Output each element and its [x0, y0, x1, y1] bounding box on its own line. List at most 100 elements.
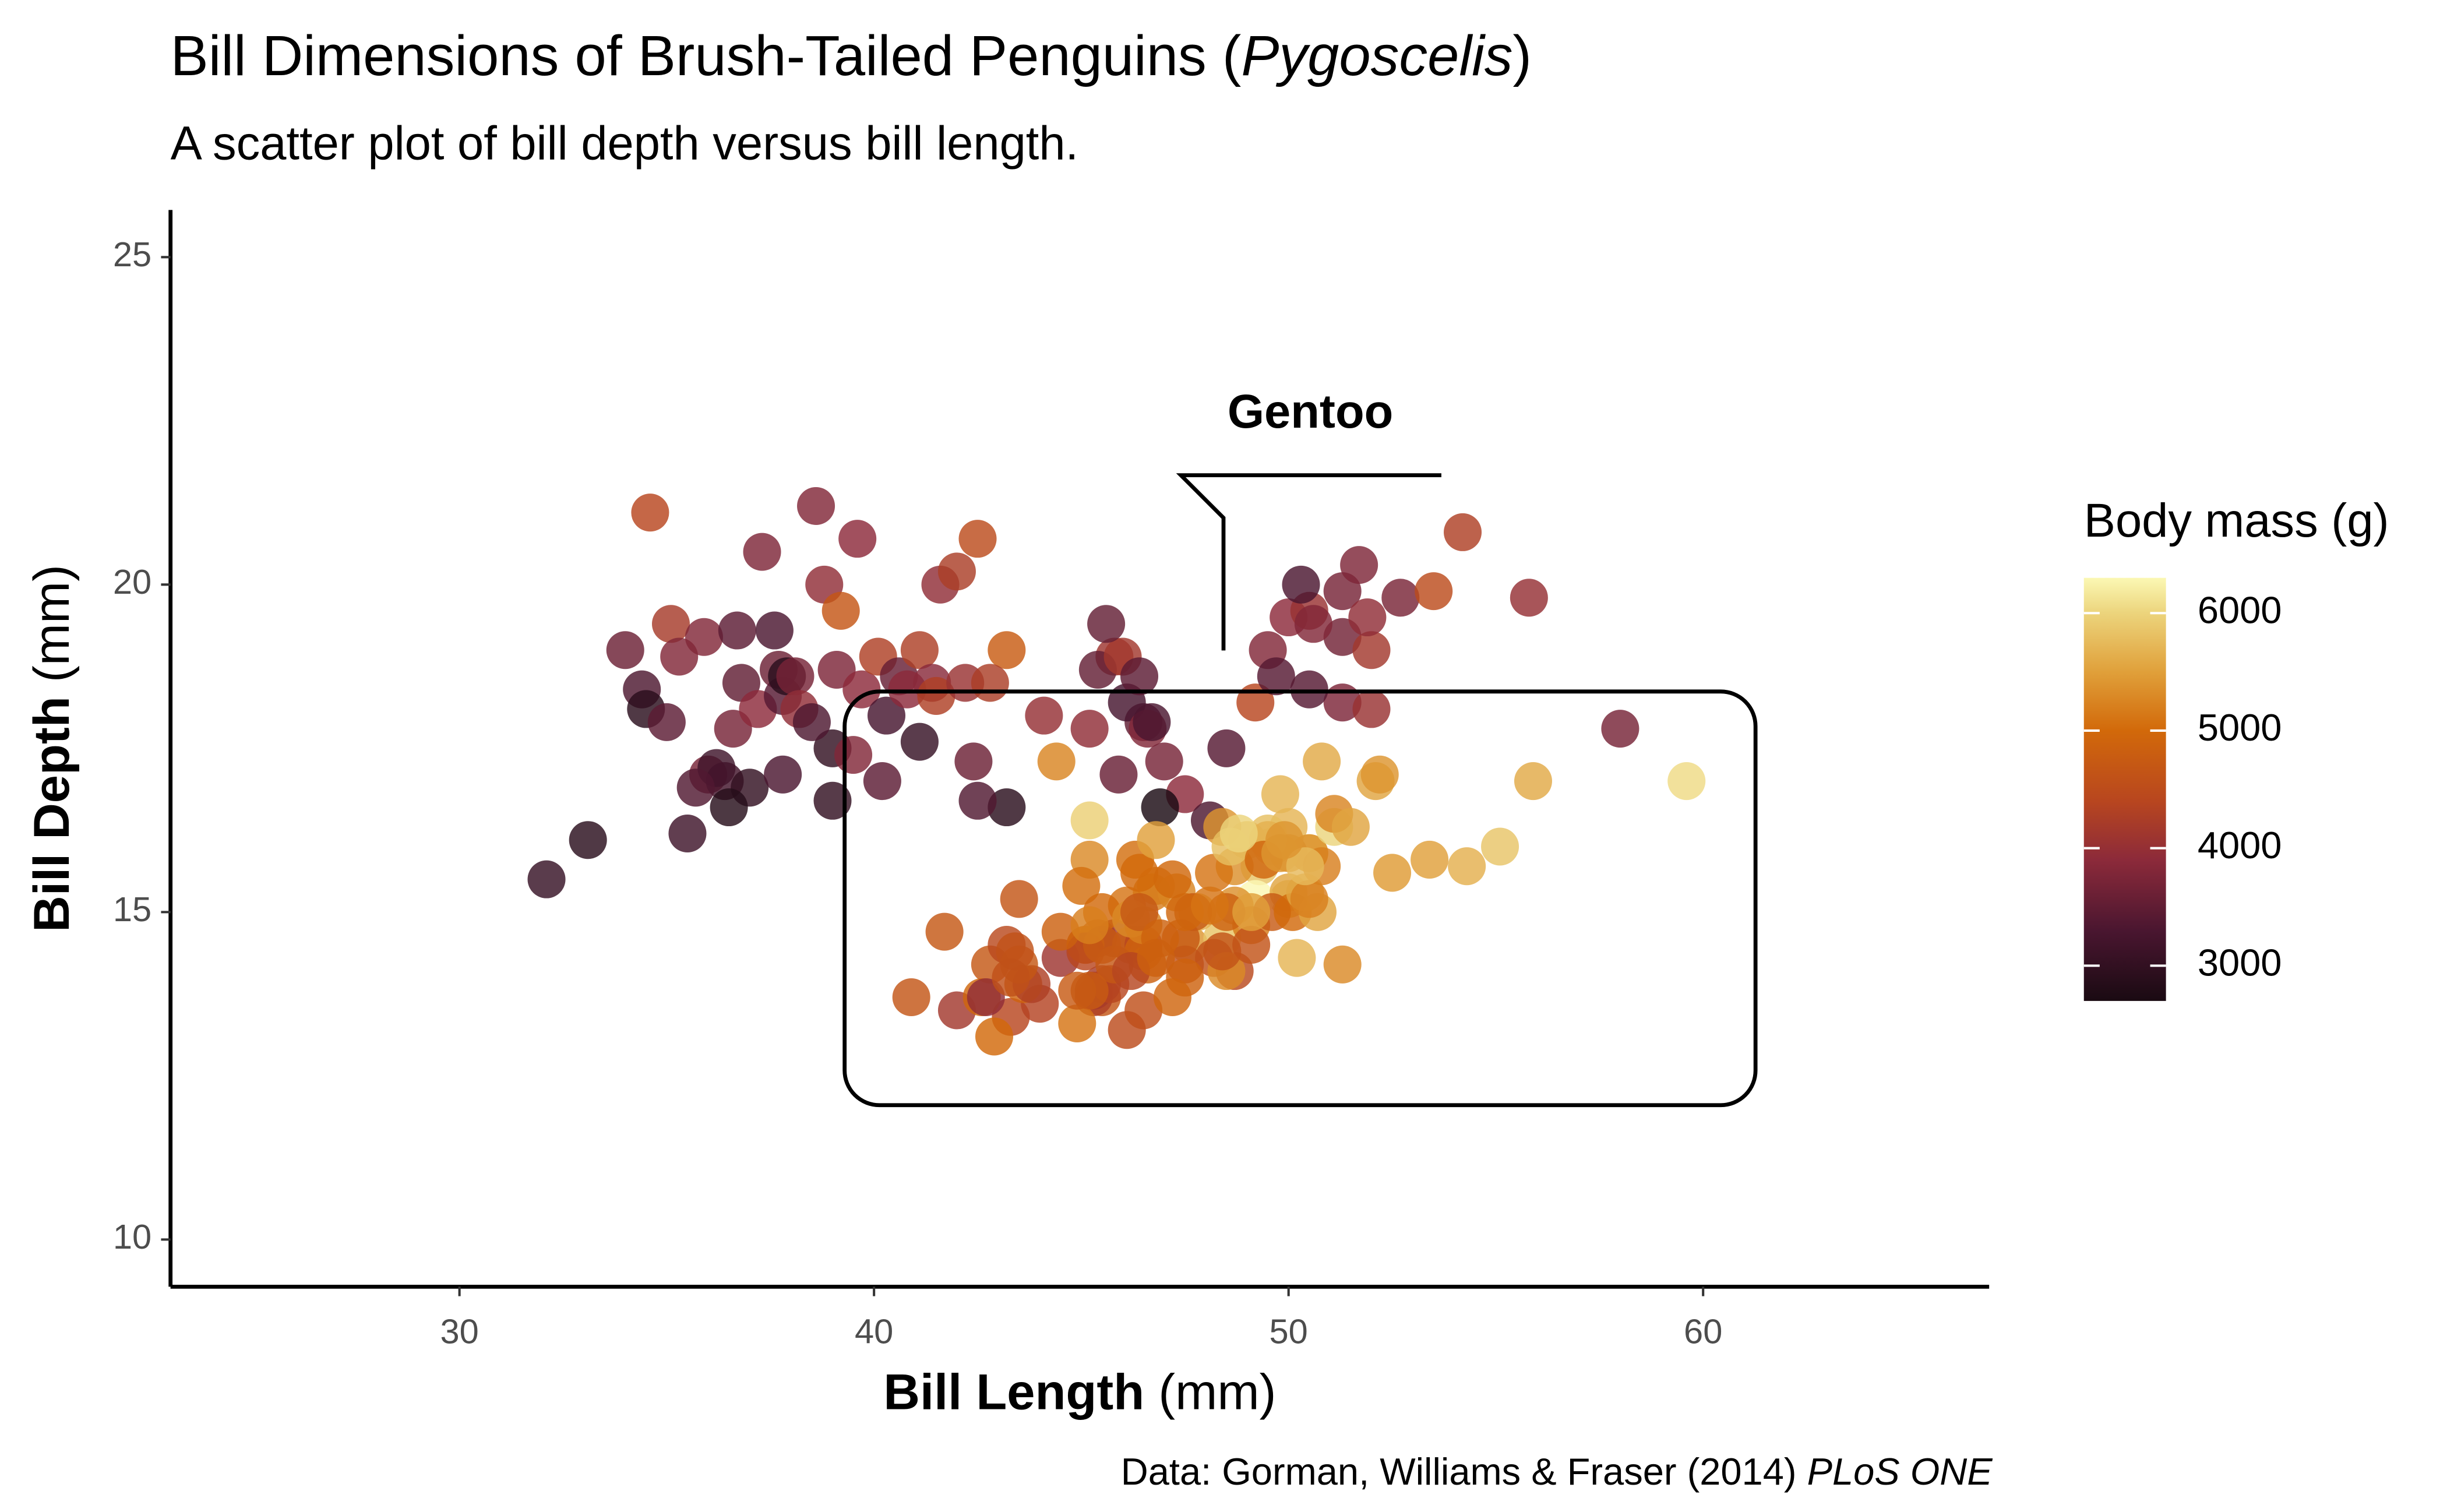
point [954, 742, 993, 781]
point [988, 788, 1026, 827]
point [1120, 854, 1159, 892]
point [1265, 821, 1304, 859]
point [975, 1017, 1014, 1056]
point [1601, 710, 1639, 748]
point [1203, 932, 1242, 971]
point [1190, 886, 1229, 925]
point [1124, 991, 1163, 1030]
point [958, 781, 997, 820]
point [668, 814, 707, 853]
point [676, 769, 715, 807]
point [1352, 631, 1391, 669]
point [1352, 690, 1391, 728]
point [569, 821, 607, 859]
x-title-bold: Bill Length [883, 1364, 1144, 1420]
point [900, 722, 939, 761]
colorbar [2083, 577, 2166, 1001]
annotation-label: Gentoo [1228, 385, 1393, 438]
point [1219, 814, 1258, 853]
point [1481, 827, 1519, 866]
point [1510, 579, 1548, 617]
point [863, 762, 901, 801]
point [792, 703, 831, 741]
point [892, 978, 930, 1017]
point [718, 611, 756, 650]
point [1514, 762, 1552, 801]
point [1348, 598, 1387, 637]
point [1290, 670, 1328, 709]
points [527, 487, 1706, 1056]
title-part: Bill Dimensions of Brush-Tailed Penguins… [171, 24, 1242, 87]
point [1282, 565, 1320, 604]
point [1331, 808, 1370, 846]
point [606, 631, 644, 669]
point [1232, 893, 1271, 931]
point [1120, 657, 1159, 696]
point [755, 611, 794, 650]
point [1037, 742, 1076, 781]
point [1667, 762, 1706, 801]
point [1058, 971, 1096, 1010]
point [958, 520, 997, 558]
annotation-leader [1176, 473, 1441, 651]
point [527, 860, 566, 898]
point [1087, 605, 1126, 643]
y-tick-label: 25 [113, 235, 151, 274]
point [1025, 696, 1063, 735]
title-italic: Pygoscelis [1241, 24, 1512, 87]
point [1041, 912, 1080, 951]
point [1290, 880, 1328, 918]
point [631, 494, 669, 532]
point [1415, 572, 1453, 611]
point [651, 605, 690, 643]
point [1257, 657, 1295, 696]
point [1207, 729, 1246, 767]
point [1373, 854, 1412, 892]
point [797, 487, 835, 525]
point [988, 631, 1026, 669]
point [1261, 775, 1299, 813]
point [1070, 906, 1109, 944]
point [1153, 860, 1191, 898]
point [1303, 742, 1341, 781]
chart-title: Bill Dimensions of Brush-Tailed Penguins… [171, 24, 1532, 87]
point [1145, 742, 1183, 781]
point [971, 664, 1009, 702]
caption: Data: Gorman, Williams & Fraser (2014) P… [1121, 1450, 1993, 1493]
x-tick-label: 40 [855, 1312, 893, 1351]
point [937, 552, 976, 591]
point [1286, 847, 1324, 886]
x-tick-label: 50 [1270, 1312, 1308, 1351]
point [1444, 513, 1482, 551]
y-title-unit: (mm) [24, 565, 80, 696]
point [834, 736, 873, 774]
y-tick-label: 15 [113, 890, 151, 929]
point [1137, 821, 1175, 859]
point [685, 618, 723, 656]
point [900, 631, 939, 669]
point [710, 788, 748, 827]
point [776, 657, 815, 696]
point [1360, 755, 1399, 794]
point [842, 670, 881, 709]
x-tick-label: 60 [1684, 1312, 1722, 1351]
x-tick-label: 30 [440, 1312, 478, 1351]
point [1141, 788, 1179, 827]
legend-title: Body mass (g) [2084, 494, 2389, 547]
point [1294, 605, 1332, 643]
colorbar-label: 5000 [2198, 706, 2282, 749]
x-title-unit: (mm) [1144, 1364, 1276, 1420]
point [1099, 755, 1138, 794]
point [1070, 710, 1109, 748]
point [1062, 866, 1101, 905]
y-title-bold: Bill Depth [24, 696, 80, 932]
point [1323, 945, 1362, 984]
colorbar-label: 6000 [2198, 588, 2282, 631]
point [813, 781, 852, 820]
colorbar-label: 4000 [2198, 824, 2282, 866]
point [838, 520, 877, 558]
point [992, 958, 1030, 997]
point [821, 591, 860, 630]
y-tick-label: 20 [113, 562, 151, 601]
point [1232, 926, 1271, 964]
